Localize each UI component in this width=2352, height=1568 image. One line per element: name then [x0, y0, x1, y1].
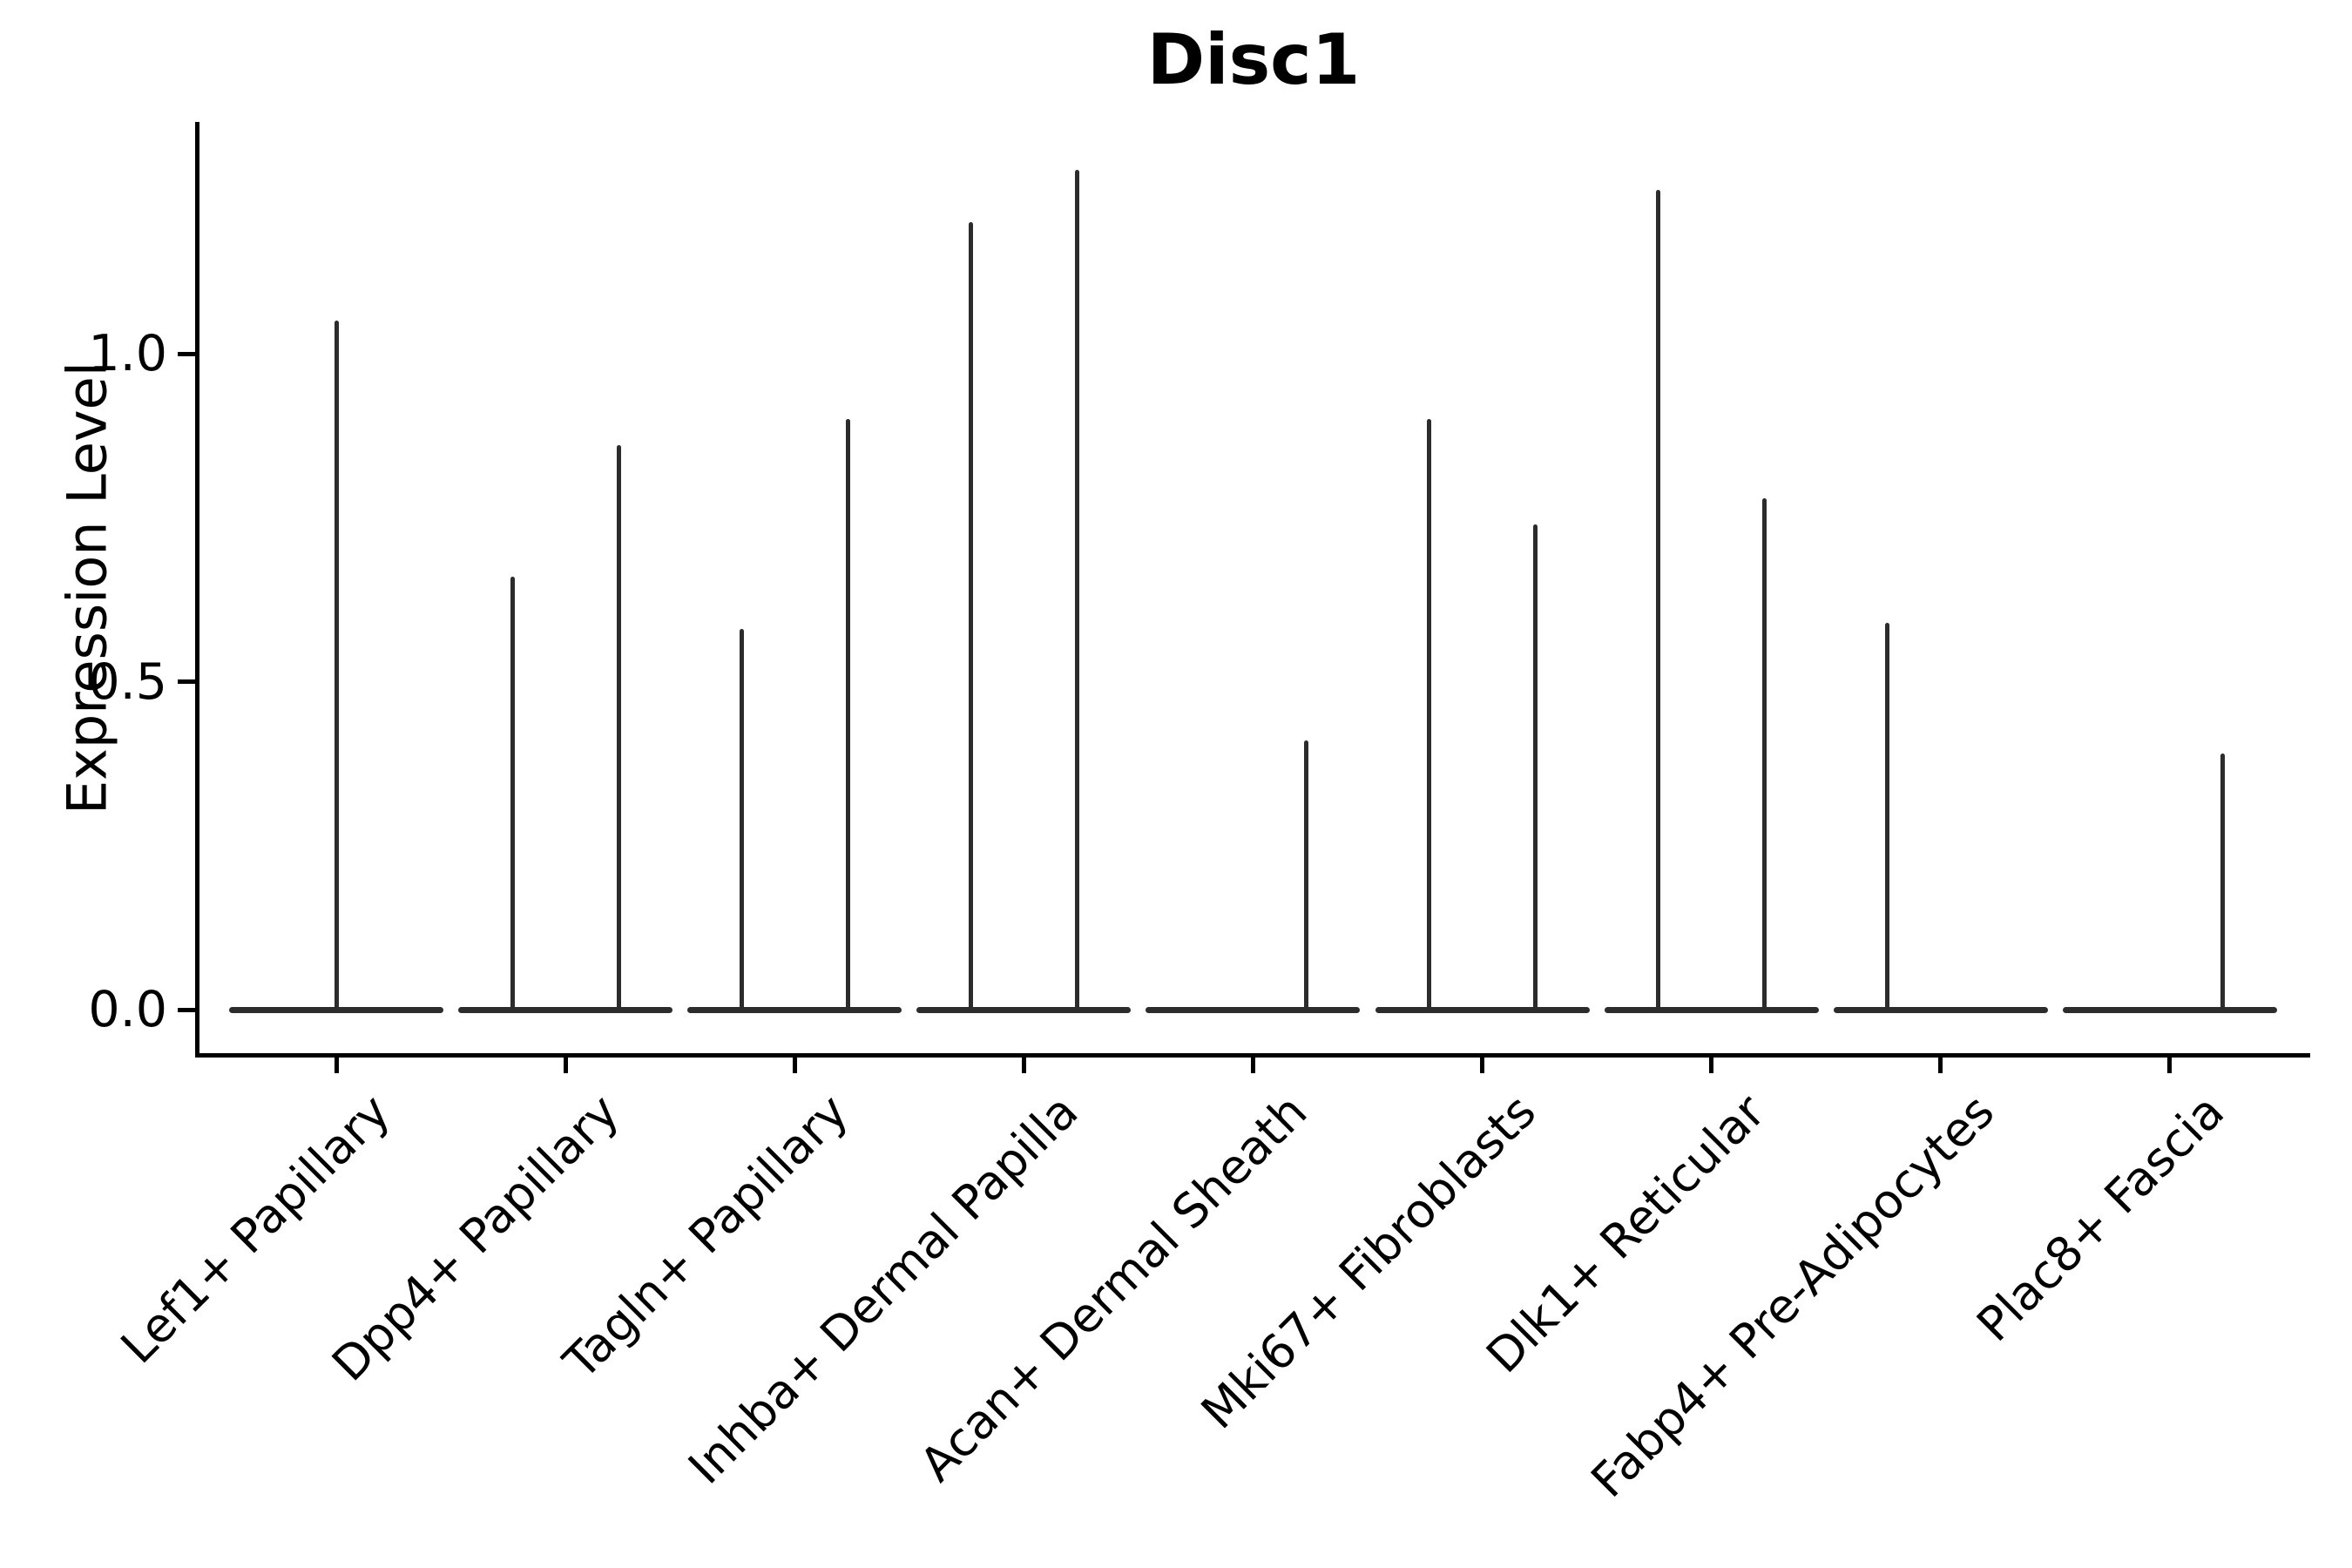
violin-base [687, 1006, 902, 1013]
violin-spike [1303, 740, 1308, 1010]
violin-spike [845, 419, 850, 1010]
x-tick-label: Fabp4+ Pre-Adipocytes [1580, 1084, 2005, 1509]
y-tick-label: 0.5 [88, 652, 167, 711]
violin-spike [1656, 189, 1661, 1010]
violin-spike [1885, 622, 1890, 1010]
violin-spike [616, 445, 621, 1010]
y-tick [178, 351, 195, 356]
x-tick [563, 1058, 568, 1073]
violin-spike [2220, 754, 2226, 1010]
x-tick-label: Acan+ Dermal Sheath [909, 1084, 1318, 1492]
violin-base [458, 1006, 673, 1013]
violin-spike [1427, 419, 1432, 1010]
x-tick [1709, 1058, 1714, 1073]
x-tick [2167, 1058, 2173, 1073]
violin-base [1833, 1006, 2048, 1013]
violin-spike [334, 321, 339, 1010]
chart-title: Disc1 [1146, 19, 1361, 100]
x-tick [1480, 1058, 1485, 1073]
x-tick [1250, 1058, 1255, 1073]
violin-spike [968, 222, 973, 1010]
violin-spike [1762, 497, 1767, 1010]
x-tick [792, 1058, 797, 1073]
y-tick-label: 0.0 [88, 981, 167, 1038]
x-tick [1938, 1058, 1943, 1073]
y-tick-label: 1.0 [88, 325, 167, 382]
violin-spike [510, 577, 515, 1010]
x-axis-spine [195, 1053, 2310, 1058]
x-tick [1021, 1058, 1026, 1073]
violin-spike [1533, 524, 1538, 1010]
violin-base [916, 1006, 1132, 1013]
y-axis-label: Expression Level [55, 362, 119, 814]
violin-spike [739, 629, 744, 1010]
violin-base [1146, 1006, 1361, 1013]
violin-spike [1074, 170, 1079, 1010]
y-tick [178, 1007, 195, 1012]
violin-base [1604, 1006, 1819, 1013]
violin-base [2062, 1006, 2277, 1013]
x-tick-label: Inhba+ Dermal Papilla [677, 1084, 1089, 1495]
violin-base [229, 1006, 443, 1013]
y-axis-spine [195, 122, 199, 1058]
x-tick-label: Plac8+ Fascia [1966, 1084, 2234, 1353]
y-tick [178, 679, 195, 684]
violin-base [1375, 1006, 1590, 1013]
x-tick [334, 1058, 339, 1073]
